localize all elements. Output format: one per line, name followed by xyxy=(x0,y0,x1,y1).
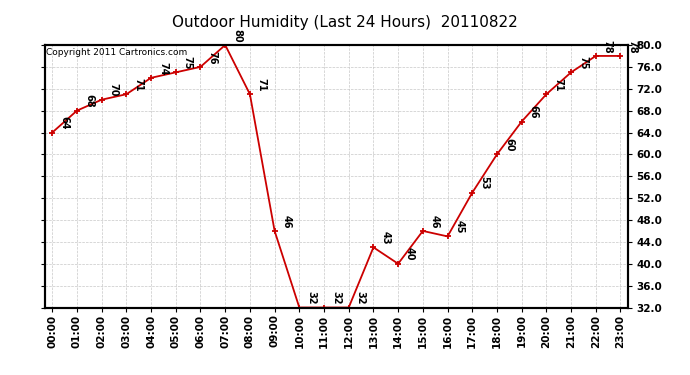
Text: 40: 40 xyxy=(405,248,415,261)
Text: 53: 53 xyxy=(479,176,489,190)
Text: 43: 43 xyxy=(380,231,391,244)
Text: 71: 71 xyxy=(257,78,267,92)
Text: 32: 32 xyxy=(355,291,366,305)
Text: 70: 70 xyxy=(108,83,119,97)
Text: 75: 75 xyxy=(183,56,193,70)
Text: 71: 71 xyxy=(553,78,563,92)
Text: 75: 75 xyxy=(578,56,588,70)
Text: 32: 32 xyxy=(331,291,341,305)
Text: 78: 78 xyxy=(627,39,638,53)
Text: 46: 46 xyxy=(282,214,292,228)
Text: 71: 71 xyxy=(133,78,144,92)
Text: 32: 32 xyxy=(306,291,316,305)
Text: 80: 80 xyxy=(232,28,242,42)
Text: 66: 66 xyxy=(529,105,539,119)
Text: 64: 64 xyxy=(59,116,69,130)
Text: 68: 68 xyxy=(84,94,94,108)
Text: 60: 60 xyxy=(504,138,514,152)
Text: 76: 76 xyxy=(208,51,217,64)
Text: 74: 74 xyxy=(158,62,168,75)
Text: 78: 78 xyxy=(603,39,613,53)
Text: 45: 45 xyxy=(455,220,464,234)
Text: Copyright 2011 Cartronics.com: Copyright 2011 Cartronics.com xyxy=(46,48,187,57)
Text: Outdoor Humidity (Last 24 Hours)  20110822: Outdoor Humidity (Last 24 Hours) 2011082… xyxy=(172,15,518,30)
Text: 46: 46 xyxy=(430,214,440,228)
